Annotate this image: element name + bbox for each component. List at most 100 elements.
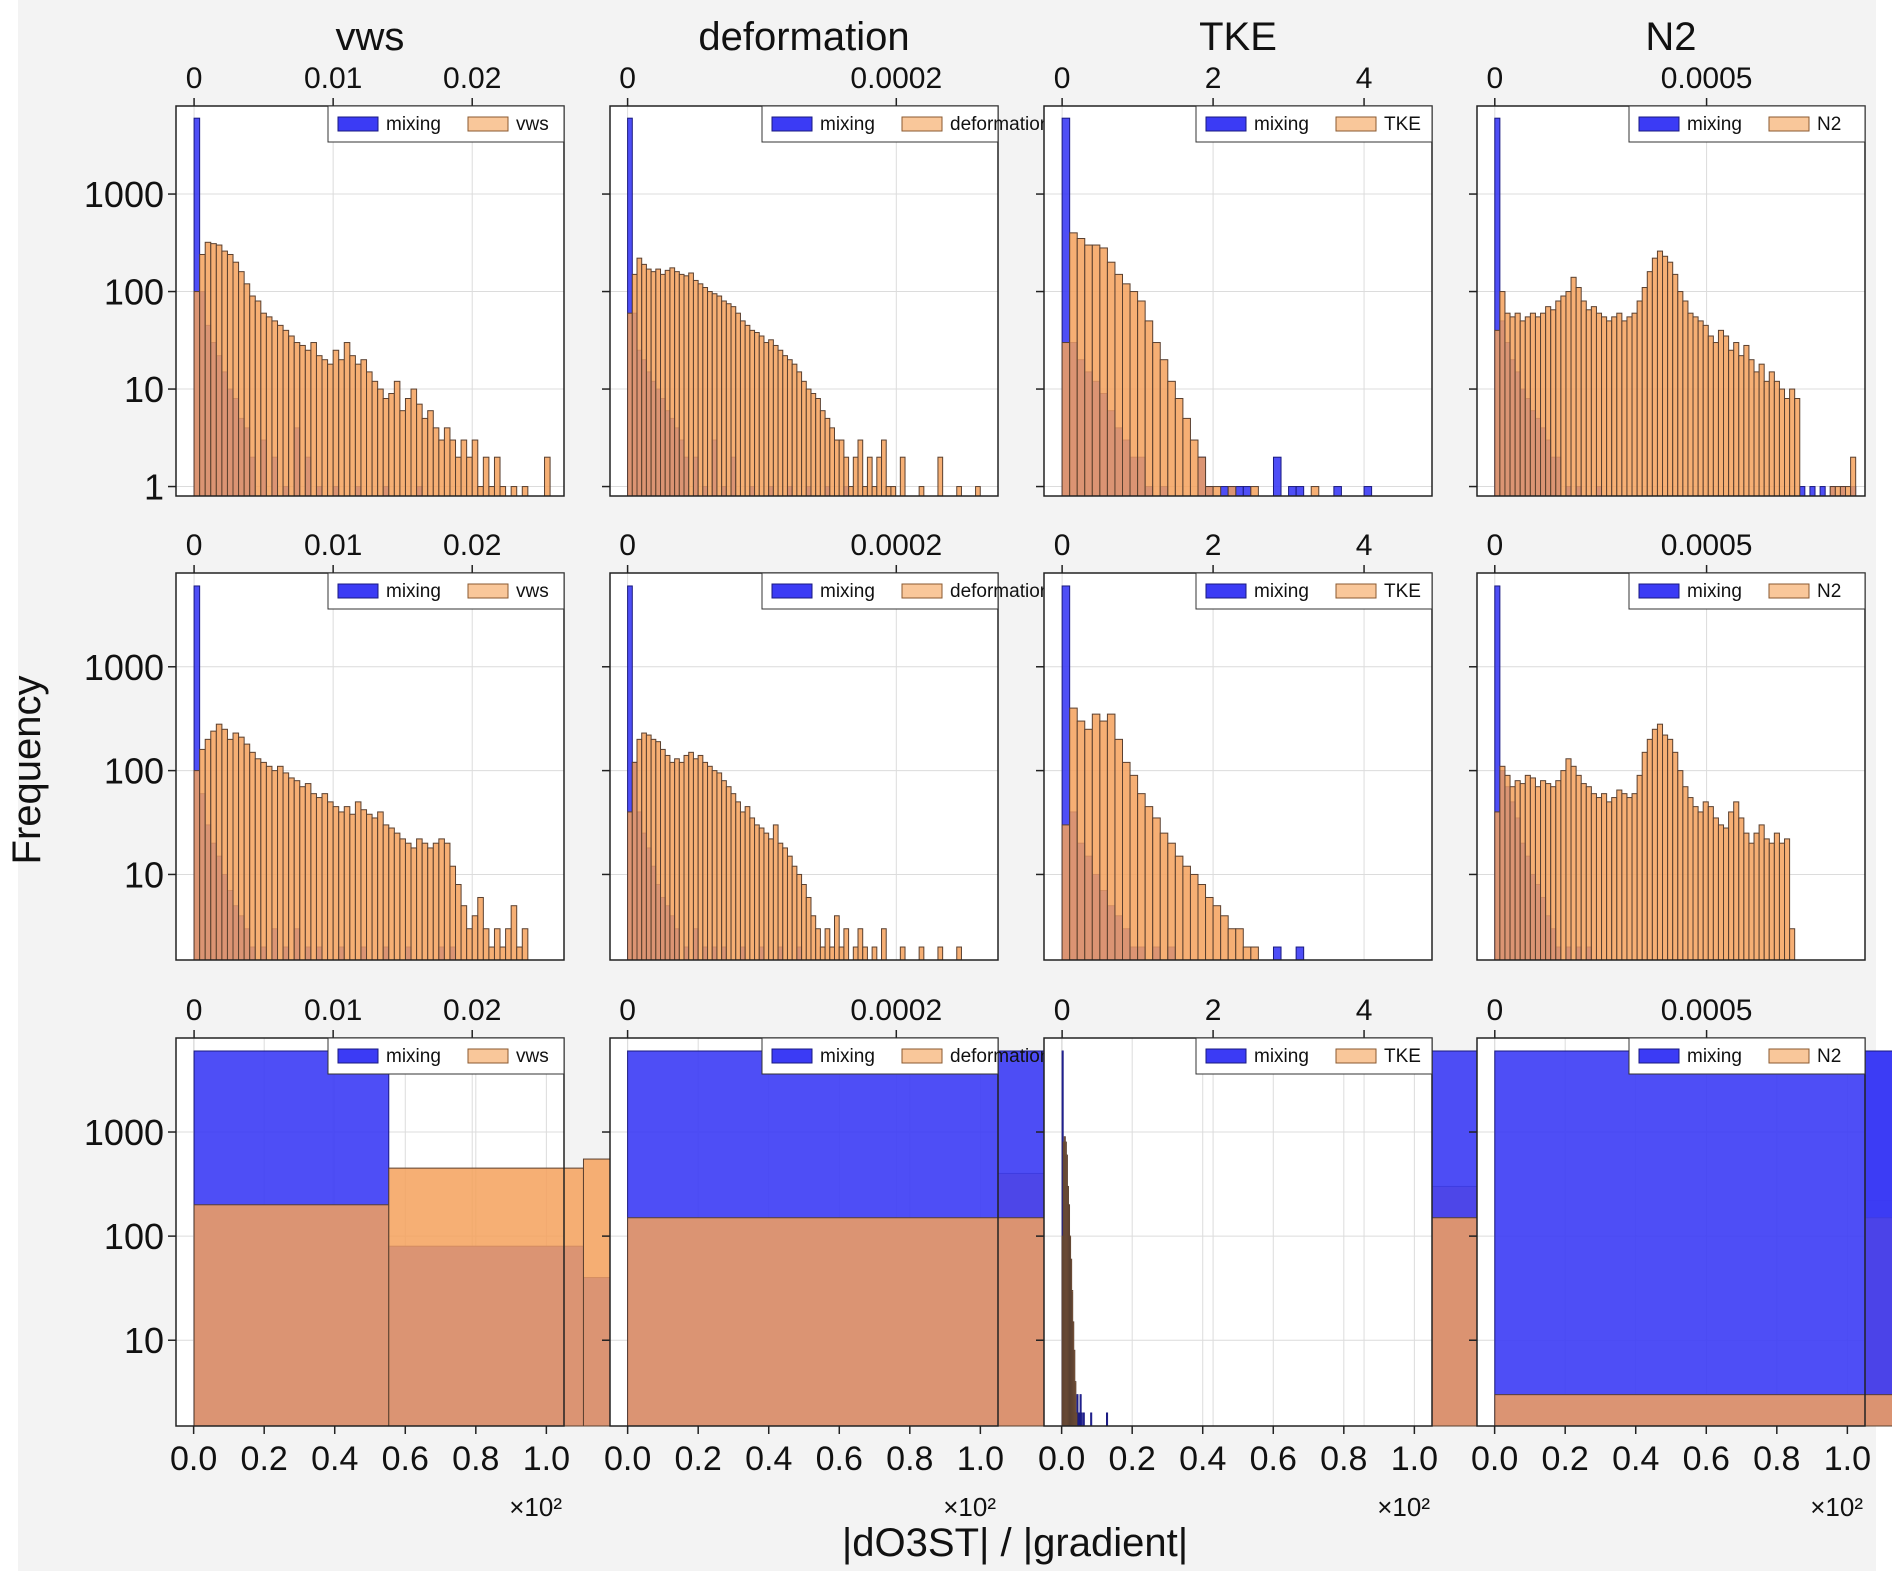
deformation-bar	[664, 269, 671, 497]
TKE-bar	[1159, 359, 1169, 497]
N2-bar	[1717, 824, 1725, 961]
vws-bar	[254, 758, 262, 961]
legend-label-TKE: TKE	[1384, 581, 1421, 602]
TKE-bar	[1310, 486, 1320, 497]
bottom-x-tick-label: 0.0	[1471, 1440, 1518, 1478]
legend-swatch-vws	[467, 583, 509, 599]
deformation-bar	[692, 758, 699, 961]
mixing-bar	[1106, 1412, 1109, 1427]
deformation-bar	[688, 272, 694, 497]
vws-bar	[488, 946, 495, 961]
TKE-bar	[1076, 238, 1086, 497]
N2-bar	[1738, 817, 1745, 961]
y-tick-label: 1000	[84, 174, 164, 215]
mixing-bar	[1288, 486, 1297, 497]
top-x-tick-label: 0.0002	[850, 529, 942, 562]
N2-bar	[1753, 832, 1760, 961]
TKE-bar	[1197, 884, 1207, 961]
mixing-bar	[1082, 1412, 1085, 1427]
x-multiplier-label: ×10²	[1377, 1492, 1430, 1522]
N2-bar	[1585, 309, 1592, 497]
deformation-bar	[711, 293, 718, 497]
N2-bar	[1667, 261, 1674, 497]
vws-bar	[349, 355, 356, 497]
TKE-bar	[1242, 946, 1252, 961]
vws-bar	[277, 765, 284, 961]
deformation-bar	[707, 765, 713, 961]
vws-bar	[293, 780, 301, 961]
histogram-panel-0-2: 0 2 4 TKE mixing TKE	[1036, 15, 1433, 497]
N2-bar	[1773, 380, 1780, 497]
deformation-bar	[725, 303, 732, 497]
TKE-bar	[1159, 832, 1169, 961]
bottom-x-tick-label: 0.4	[745, 1440, 792, 1478]
deformation-bar	[899, 946, 906, 961]
vws-bar	[249, 751, 256, 961]
N2-bar	[1829, 486, 1836, 497]
vws-bar	[260, 761, 267, 961]
vws-bar	[282, 329, 290, 497]
N2-bar	[1697, 320, 1704, 497]
legend: mixing N2	[1628, 572, 1866, 610]
N2-bar	[1845, 486, 1852, 497]
N2-bar	[1580, 300, 1587, 497]
N2-bar	[1545, 783, 1552, 961]
histogram-panel-1-3: 0 0.0005 mixing N2	[1469, 529, 1866, 961]
deformation-bar	[721, 300, 727, 497]
deformation-bar	[631, 273, 638, 497]
legend-label-mixing: mixing	[1687, 114, 1742, 135]
x-axis-label: |dO3ST| / |gradient|	[842, 1521, 1188, 1565]
legend-swatch-TKE	[1335, 116, 1377, 132]
N2-bar	[1565, 758, 1572, 961]
N2-bar	[1778, 388, 1786, 497]
bottom-x-tick-label: 0.2	[1542, 1440, 1589, 1478]
vws-bar	[466, 928, 473, 961]
legend-label-vws: vws	[516, 114, 549, 135]
N2-bar	[1595, 312, 1603, 497]
histogram-bars	[1494, 585, 1796, 961]
mixing-bar	[1333, 486, 1342, 497]
top-x-tick-label: 0.0005	[1661, 994, 1753, 1027]
legend-label-mixing: mixing	[386, 114, 441, 135]
deformation-bar	[669, 761, 676, 961]
N2-bar	[1656, 250, 1664, 497]
top-x-tick-label: 0	[619, 62, 636, 95]
vws-bar	[410, 847, 418, 961]
deformation-bar	[707, 291, 713, 497]
top-x-tick-label: 0.02	[443, 529, 501, 562]
legend-swatch-mixing	[1205, 1048, 1247, 1064]
legend: mixing vws	[327, 572, 565, 610]
vws-bar	[399, 838, 406, 961]
histogram-panel-2-3: 0 0.0005 0.0 0.2 0.4 0.6 0.8 1.0 ×10² mixing N2	[1469, 994, 1892, 1522]
N2-bar	[1677, 770, 1684, 961]
legend-swatch-N2	[1768, 116, 1810, 132]
N2-bar	[1590, 306, 1597, 497]
bottom-x-tick-label: 1.0	[957, 1440, 1004, 1478]
deformation-bar	[824, 928, 831, 961]
deformation-bar	[772, 824, 779, 961]
top-x-tick-label: 0	[619, 529, 636, 562]
deformation-bar	[730, 793, 737, 961]
mixing-bar	[1090, 1412, 1093, 1427]
TKE-bar	[1122, 761, 1131, 961]
top-x-tick-label: 0.0002	[850, 62, 942, 95]
vws-bar	[377, 388, 384, 497]
vws-bar	[232, 261, 240, 497]
y-tick-label: 10	[124, 369, 164, 410]
top-x-tick-label: 0	[1054, 62, 1071, 95]
N2-bar	[1641, 287, 1648, 497]
mixing-bar	[1295, 486, 1305, 497]
deformation-bar	[763, 832, 770, 961]
vws-bar	[204, 241, 212, 497]
top-x-tick-label: 0	[1486, 62, 1503, 95]
deformation-bar	[725, 786, 732, 961]
legend-swatch-deformation	[901, 116, 943, 132]
vws-bar	[321, 359, 329, 497]
legend-swatch-mixing	[1638, 116, 1680, 132]
N2-bar	[1834, 486, 1841, 497]
bottom-x-tick-label: 0.6	[1250, 1440, 1297, 1478]
vws-bar	[265, 316, 273, 497]
deformation-bar	[711, 770, 718, 961]
deformation-bar	[655, 268, 662, 497]
vws-bar	[338, 359, 345, 497]
